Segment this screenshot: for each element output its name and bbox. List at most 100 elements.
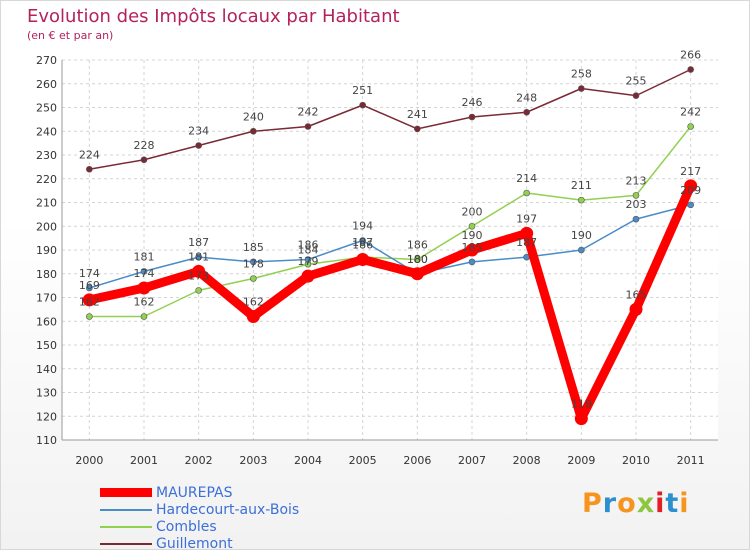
chart-subtitle: (en € et par an) xyxy=(27,29,114,42)
legend-item-maurepas: MAUREPAS xyxy=(100,484,299,501)
data-point-hardecourt-aux-bois xyxy=(359,237,366,244)
logo-letter: t xyxy=(665,488,680,519)
data-label-guillemont: 241 xyxy=(407,108,428,121)
logo-letter: i xyxy=(679,488,690,519)
y-tick-label: 240 xyxy=(36,125,57,138)
y-tick-label: 130 xyxy=(36,387,57,400)
data-point-guillemont xyxy=(250,127,257,135)
data-label-hardecourt-aux-bois: 194 xyxy=(352,220,373,233)
y-tick-label: 220 xyxy=(36,173,57,186)
y-tick-label: 140 xyxy=(36,363,57,376)
data-label-guillemont: 240 xyxy=(243,110,264,123)
data-point-maurepas xyxy=(410,267,424,281)
legend-label: Guillemont xyxy=(156,535,233,552)
data-label-combles: 242 xyxy=(680,106,701,119)
data-point-combles xyxy=(140,313,148,320)
y-tick-label: 150 xyxy=(36,339,57,352)
x-tick-label: 2004 xyxy=(294,454,322,467)
data-point-hardecourt-aux-bois xyxy=(578,246,585,254)
x-tick-label: 2010 xyxy=(622,454,650,467)
legend-item-combles: Combles xyxy=(100,518,299,535)
series-line-maurepas xyxy=(84,181,696,424)
logo-letter: x xyxy=(636,488,656,519)
data-point-combles xyxy=(687,123,694,130)
data-label-hardecourt-aux-bois: 185 xyxy=(462,241,483,254)
legend-swatch-guillemont xyxy=(100,542,152,545)
x-tick-label: 2011 xyxy=(677,454,705,467)
y-tick-label: 110 xyxy=(36,434,57,447)
data-label-hardecourt-aux-bois: 174 xyxy=(79,267,100,280)
data-point-hardecourt-aux-bois xyxy=(140,268,148,275)
data-label-maurepas: 186 xyxy=(352,239,373,252)
data-label-guillemont: 224 xyxy=(79,148,100,161)
data-label-guillemont: 228 xyxy=(134,139,155,152)
data-point-maurepas xyxy=(684,179,698,193)
x-tick-label: 2008 xyxy=(513,454,541,467)
data-point-guillemont xyxy=(687,66,694,73)
data-point-guillemont xyxy=(523,108,530,116)
logo-letter: i xyxy=(655,488,666,519)
data-point-hardecourt-aux-bois xyxy=(86,284,93,292)
chart-title: Evolution des Impôts locaux par Habitant xyxy=(27,6,400,27)
y-tick-label: 210 xyxy=(36,197,57,210)
series-line-hardecourt-aux-bois xyxy=(88,204,692,289)
legend-swatch-maurepas xyxy=(100,488,152,497)
data-point-combles xyxy=(86,313,93,320)
axes: 110 120 130 140 150 160 170 180 190 200 210 220 230 2… xyxy=(36,54,718,467)
data-label-combles: 213 xyxy=(626,174,647,187)
grid xyxy=(62,59,718,441)
data-point-guillemont xyxy=(86,165,93,173)
data-point-maurepas xyxy=(192,264,206,278)
data-point-maurepas xyxy=(520,226,534,240)
data-label-maurepas: 165 xyxy=(626,288,647,301)
data-label-maurepas: 180 xyxy=(407,253,428,266)
data-point-maurepas xyxy=(629,302,643,316)
data-label-guillemont: 258 xyxy=(571,68,592,81)
data-point-guillemont xyxy=(140,156,148,164)
data-label-maurepas: 174 xyxy=(134,267,155,280)
x-tick-label: 2007 xyxy=(458,454,486,467)
data-label-combles: 187 xyxy=(352,236,373,249)
data-label-combles: 211 xyxy=(571,179,592,192)
x-tick-label: 2002 xyxy=(185,454,213,467)
data-label-hardecourt-aux-bois: 187 xyxy=(516,236,537,249)
logo-letter: P xyxy=(582,488,603,519)
data-point-combles xyxy=(250,275,257,282)
x-tick-label: 2001 xyxy=(130,454,158,467)
data-label-hardecourt-aux-bois: 180 xyxy=(407,253,428,266)
x-tick-label: 2009 xyxy=(567,454,595,467)
y-tick-label: 260 xyxy=(36,78,57,91)
data-label-combles: 184 xyxy=(298,243,319,256)
legend-swatch-combles xyxy=(100,525,152,528)
x-tick-label: 2005 xyxy=(349,454,377,467)
y-tick-label: 120 xyxy=(36,410,57,423)
x-tick-label: 2000 xyxy=(75,454,103,467)
data-point-guillemont xyxy=(632,92,640,99)
data-point-combles xyxy=(414,256,421,263)
data-label-maurepas: 181 xyxy=(188,250,209,263)
logo-letter: r xyxy=(602,488,618,519)
data-label-hardecourt-aux-bois: 187 xyxy=(188,236,209,249)
data-point-guillemont xyxy=(468,113,476,121)
data-point-maurepas xyxy=(356,253,370,266)
data-label-combles: 162 xyxy=(79,296,100,309)
series-lines xyxy=(82,66,698,426)
data-label-maurepas: 119 xyxy=(571,398,592,411)
data-label-hardecourt-aux-bois: 190 xyxy=(571,229,592,242)
data-point-maurepas xyxy=(137,281,151,295)
data-label-guillemont: 251 xyxy=(352,84,373,97)
data-label-hardecourt-aux-bois: 185 xyxy=(243,241,264,254)
data-label-maurepas: 179 xyxy=(298,255,319,268)
x-tick-label: 2006 xyxy=(403,454,431,467)
y-tick-label: 180 xyxy=(36,268,57,281)
series-line-guillemont xyxy=(88,68,692,170)
data-label-maurepas: 190 xyxy=(462,229,483,242)
data-label-combles: 214 xyxy=(516,172,537,185)
data-label-combles: 178 xyxy=(243,258,264,271)
data-label-guillemont: 246 xyxy=(462,96,483,109)
data-point-hardecourt-aux-bois xyxy=(304,256,312,263)
data-point-guillemont xyxy=(195,142,202,149)
legend: MAUREPAS Hardecourt-aux-Bois Combles Gui… xyxy=(100,484,299,552)
y-tick-label: 190 xyxy=(36,244,57,257)
